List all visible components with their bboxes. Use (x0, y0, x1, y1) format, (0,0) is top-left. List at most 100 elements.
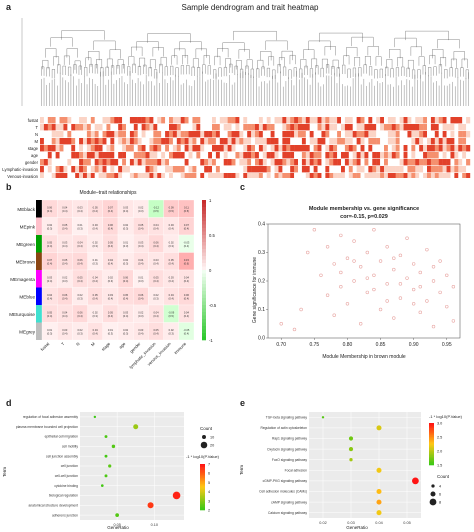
correlation-pvalue: (0.3) (108, 331, 113, 335)
correlation-value: 0.01 (77, 223, 83, 227)
trait-cell (157, 131, 162, 138)
trait-cell (298, 131, 303, 138)
trait-cell (184, 117, 189, 124)
trait-cell (419, 166, 424, 173)
trait-cell (231, 124, 236, 131)
trait-cell (430, 138, 436, 145)
trait-cell (356, 131, 361, 138)
trait-cell (270, 152, 275, 159)
trait-cell (427, 152, 432, 159)
trait-cell (161, 138, 166, 145)
trait-cell (118, 124, 123, 131)
trait-cell (106, 131, 111, 138)
dot-marker (172, 491, 181, 500)
trait-cell (294, 159, 299, 166)
trait-cell (110, 124, 115, 131)
color-legend-step (200, 465, 205, 468)
count-legend-dot (200, 441, 208, 449)
trait-cell (450, 131, 455, 138)
panel-d-color-title: -1 * log10(P.Value) (186, 454, 220, 459)
trait-cell (356, 145, 361, 152)
trait-cell (51, 166, 56, 173)
dot-marker (147, 502, 154, 509)
trait-cell (430, 117, 436, 124)
trait-cell (325, 131, 330, 138)
correlation-value: 0.01 (138, 275, 144, 279)
trait-cell (341, 138, 346, 145)
trait-cell (188, 117, 193, 124)
trait-cell (40, 152, 45, 159)
dot-marker (376, 510, 382, 516)
trait-cell (165, 138, 170, 145)
scatter-point (325, 293, 330, 297)
scatter-point (451, 319, 456, 323)
trait-cell (51, 145, 56, 152)
trait-cell (176, 166, 181, 173)
correlation-value: 0.03 (47, 275, 53, 279)
correlation-pvalue: (0.3) (138, 209, 143, 213)
legend-tick-label: 0.5 (209, 233, 215, 238)
trait-cell (141, 138, 146, 145)
trait-cell (333, 173, 338, 178)
trait-cell (102, 173, 107, 178)
trait-cell (145, 173, 150, 178)
trait-cell (59, 159, 64, 166)
correlation-pvalue: (0.3) (47, 226, 52, 230)
trait-cell (212, 138, 217, 145)
trait-cell (184, 145, 189, 152)
trait-cell (286, 138, 291, 145)
trait-cell (204, 124, 209, 131)
trait-cell (321, 145, 326, 152)
correlation-value: 0.02 (123, 223, 129, 227)
color-legend-step (200, 473, 205, 476)
trait-cell (47, 166, 52, 173)
correlation-pvalue: (0.4) (138, 226, 143, 230)
module-label-meturquoise: MEturquoise (9, 312, 35, 317)
dot-marker (349, 458, 353, 462)
trait-cell (51, 131, 56, 138)
trait-cell (172, 159, 178, 166)
trait-label-gender: gender (129, 341, 142, 354)
trait-cell (384, 131, 389, 138)
scatter-point (372, 287, 376, 292)
trait-cell (391, 117, 396, 124)
trait-cell (458, 145, 463, 152)
dot-marker (100, 484, 104, 487)
legend-gradient-step (202, 312, 206, 316)
trait-cell (145, 152, 150, 159)
trait-cell (71, 159, 76, 166)
trait-cell (219, 124, 224, 131)
trait-cell (129, 117, 135, 124)
trait-cell (212, 166, 217, 173)
trait-cell (161, 166, 166, 173)
trait-cell (86, 152, 92, 159)
legend-gradient-step (202, 319, 206, 323)
trait-cell (380, 131, 385, 138)
dot-marker (111, 444, 116, 449)
trait-cell (172, 124, 178, 131)
trait-cell (376, 117, 381, 124)
trait-cell (407, 173, 412, 178)
trait-cell (290, 173, 295, 178)
trait-cell (286, 173, 291, 178)
scatter-point (438, 290, 442, 295)
trait-cell (380, 124, 385, 131)
trait-cell (192, 152, 197, 159)
trait-cell (157, 159, 162, 166)
correlation-pvalue: (0.4) (93, 226, 98, 230)
trait-cell (317, 138, 322, 145)
trait-cell (419, 117, 424, 124)
trait-cell (172, 145, 178, 152)
trait-cell (270, 138, 275, 145)
trait-cell (258, 173, 264, 178)
color-legend-step (200, 477, 205, 480)
trait-cell (305, 117, 310, 124)
trait-cell (239, 152, 244, 159)
module-color-swatch (36, 270, 42, 288)
trait-cell (301, 152, 307, 159)
trait-cell (360, 138, 365, 145)
trait-cell (200, 145, 205, 152)
trait-cell (344, 152, 350, 159)
trait-cell (231, 138, 236, 145)
